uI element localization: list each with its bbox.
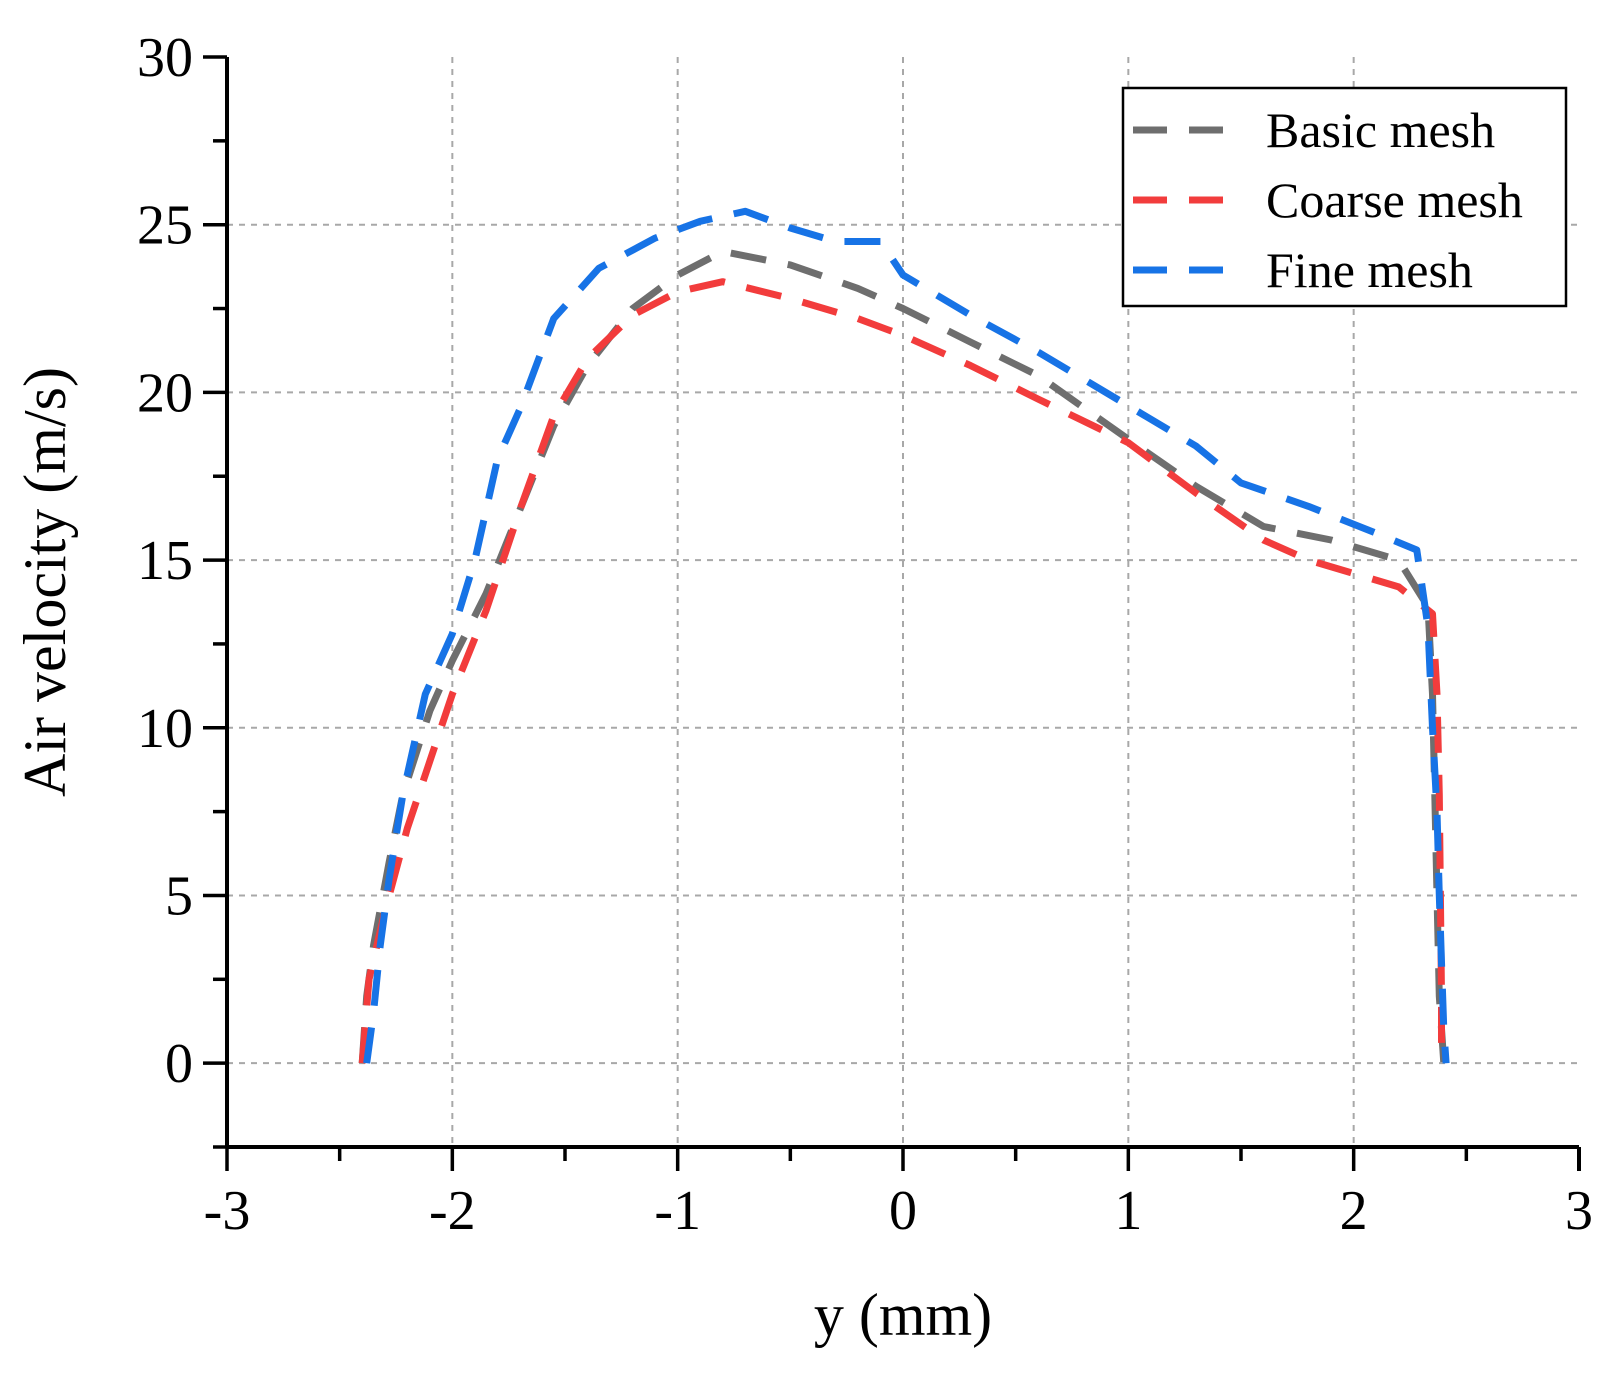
series-line-coarse-mesh [358,278,1445,1064]
x-tick-label: 1 [1114,1180,1142,1242]
y-tick-label: 15 [137,530,193,592]
series-line-fine-mesh [363,207,1450,1064]
x-tick-label: 2 [1340,1180,1368,1242]
y-tick-label: 20 [137,362,193,424]
x-tick-label: 3 [1565,1180,1593,1242]
legend: Basic mesh Coarse mesh Fine mesh [1121,86,1568,308]
x-tick-label: -3 [204,1180,251,1242]
y-axis-title: Air velocity (m/s) [12,367,78,797]
legend-items: Basic mesh Coarse mesh Fine mesh [1133,102,1523,298]
y-tick-label: 30 [137,27,193,89]
legend-label-basic-mesh: Basic mesh [1266,102,1495,158]
ticks [203,55,1581,1171]
series-lines [358,207,1450,1064]
x-axis-title: y (mm) [814,1282,992,1348]
y-tick-label: 0 [165,1033,193,1095]
x-tick-label: 0 [889,1180,917,1242]
x-tick-label: -2 [429,1180,476,1242]
y-tick-label: 25 [137,195,193,257]
x-tick-label: -1 [654,1180,701,1242]
y-tick-label: 10 [137,698,193,760]
legend-label-fine-mesh: Fine mesh [1266,242,1473,298]
y-tick-label: 5 [165,865,193,927]
series-line-basic-mesh [358,248,1448,1064]
legend-label-coarse-mesh: Coarse mesh [1266,172,1523,228]
